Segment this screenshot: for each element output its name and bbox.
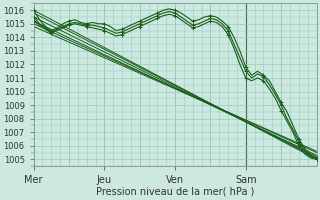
X-axis label: Pression niveau de la mer( hPa ): Pression niveau de la mer( hPa ) [96, 187, 254, 197]
